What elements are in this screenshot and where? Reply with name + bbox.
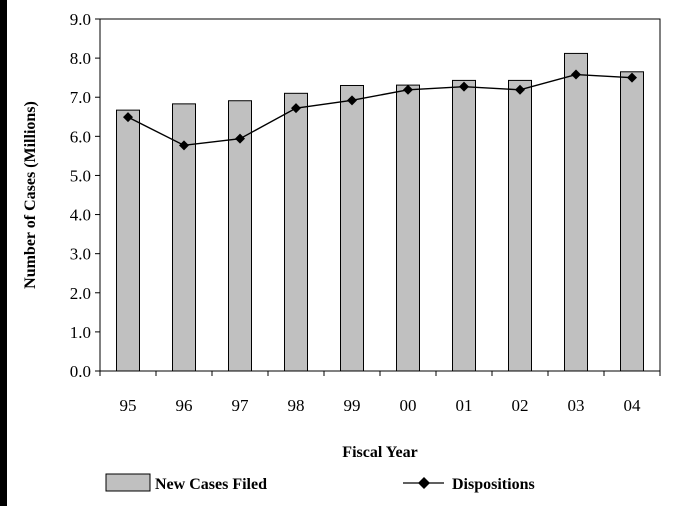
y-tick-label: 0.0 — [70, 362, 91, 381]
dispositions-point-04 — [627, 72, 637, 83]
y-axis-title: Number of Cases (Millions) — [22, 101, 39, 289]
x-tick-label: 02 — [512, 396, 529, 415]
bar-new-cases-00 — [396, 84, 420, 372]
y-tick-label: 8.0 — [70, 49, 91, 68]
x-axis-title: Fiscal Year — [342, 444, 417, 461]
y-tick-label: 9.0 — [70, 10, 91, 29]
bar-series — [116, 52, 644, 372]
bar-new-cases-95 — [116, 109, 140, 372]
x-tick-label: 99 — [344, 396, 361, 415]
dispositions-point-02 — [515, 84, 525, 95]
x-tick-label: 97 — [232, 396, 250, 415]
x-tick-label: 00 — [400, 396, 417, 415]
dispositions-line — [127, 73, 633, 147]
dispositions-point-97 — [235, 133, 245, 144]
y-tick-label: 5.0 — [70, 166, 91, 185]
x-tick-label: 95 — [120, 396, 137, 415]
y-tick-label: 1.0 — [70, 323, 91, 342]
legend-bar-label: New Cases Filed — [155, 476, 267, 493]
dispositions-point-98 — [291, 103, 301, 114]
y-tick-label: 6.0 — [70, 127, 91, 146]
bar-new-cases-02 — [508, 79, 532, 372]
dispositions-point-99 — [347, 95, 357, 106]
bar-new-cases-01 — [452, 79, 476, 372]
dispositions-point-03 — [571, 69, 581, 80]
bar-new-cases-99 — [340, 84, 364, 372]
dispositions-point-95 — [123, 112, 133, 123]
legend-line-label: Dispositions — [452, 476, 535, 493]
x-tick-label: 98 — [288, 396, 305, 415]
dispositions-point-00 — [403, 84, 413, 95]
line-series — [123, 69, 637, 151]
x-axis-ticks: 95 96 97 98 99 00 01 02 03 04 — [99, 371, 661, 415]
x-tick-label: 01 — [456, 396, 473, 415]
left-border — [0, 0, 7, 506]
legend: New Cases Filed Dispositions — [105, 473, 535, 493]
y-tick-label: 4.0 — [70, 206, 91, 225]
dispositions-point-01 — [459, 81, 469, 92]
x-tick-label: 04 — [624, 396, 642, 415]
x-tick-label: 96 — [176, 396, 193, 415]
bar-new-cases-03 — [564, 52, 588, 372]
bar-new-cases-98 — [284, 92, 308, 372]
y-tick-label: 3.0 — [70, 245, 91, 264]
y-tick-label: 7.0 — [70, 88, 91, 107]
legend-bar-swatch — [105, 473, 151, 492]
x-tick-label: 03 — [568, 396, 585, 415]
y-axis-ticks: 0.0 1.0 2.0 3.0 4.0 5.0 6.0 7.0 8.0 9.0 — [70, 10, 100, 381]
bar-new-cases-04 — [620, 71, 644, 372]
y-tick-label: 2.0 — [70, 284, 91, 303]
dispositions-point-96 — [179, 140, 189, 151]
legend-line-marker — [418, 477, 430, 489]
